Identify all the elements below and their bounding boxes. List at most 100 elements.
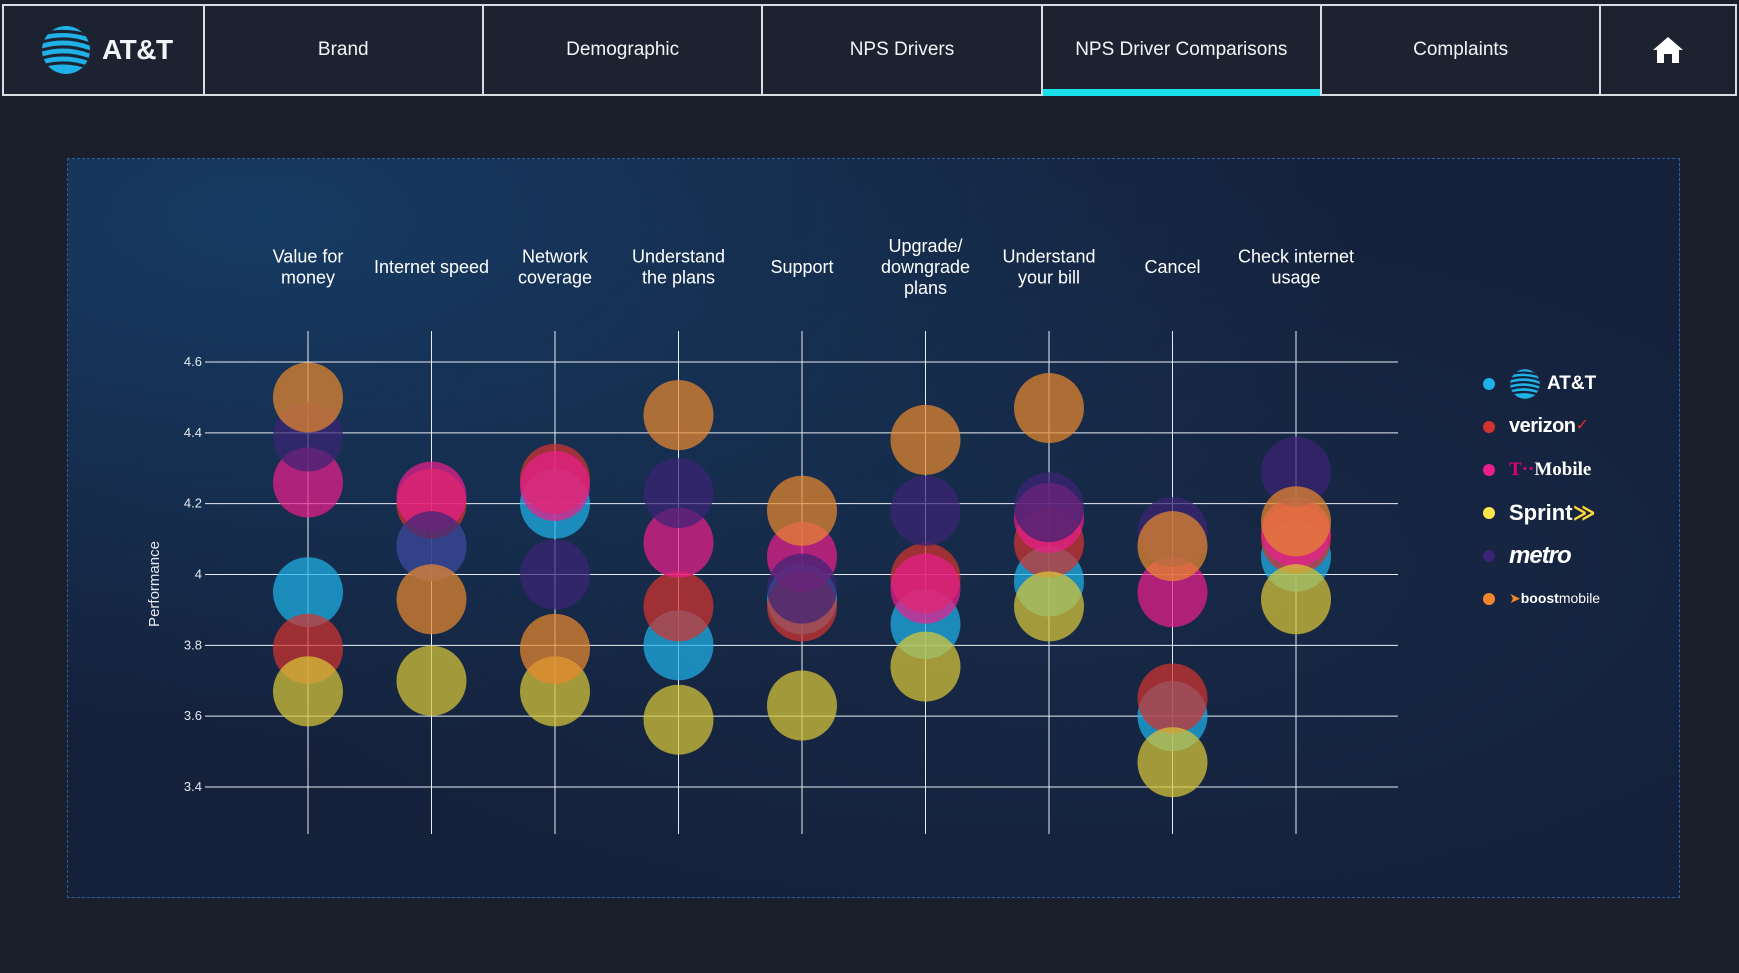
- legend-logo-tmobile: T··Mobile: [1509, 459, 1591, 481]
- legend-dot-att: [1483, 377, 1495, 390]
- bubble-metro: [643, 458, 714, 529]
- legend-label-metro: metro: [1509, 541, 1572, 569]
- att-globe-icon: [1510, 368, 1540, 399]
- y-tick-label: 4.4: [184, 425, 202, 440]
- att-logo: AT&T: [2, 6, 205, 94]
- tab-demographic[interactable]: Demographic: [484, 6, 764, 94]
- y-axis-title: Performance: [146, 541, 163, 627]
- legend: AT&T verizon✓ T··Mobile Sprint≫ metro ➤b…: [1483, 362, 1600, 620]
- y-tick-label: 4.6: [184, 354, 202, 369]
- legend-label-boost: boost: [1520, 590, 1559, 606]
- tab-complaints[interactable]: Complaints: [1322, 6, 1602, 94]
- bubble-verizon: [643, 571, 714, 642]
- legend-item-boost: ➤boostmobile: [1483, 577, 1600, 620]
- bubble-t-mobile: [396, 461, 467, 532]
- category-label: money: [281, 268, 335, 288]
- category-label: Check internet: [1238, 247, 1354, 267]
- tab-label: NPS Drivers: [849, 39, 955, 60]
- bubble-sprint: [1137, 727, 1208, 798]
- tab-nps-driver-comparisons[interactable]: NPS Driver Comparisons: [1042, 6, 1322, 96]
- bubble-sprint: [1261, 564, 1331, 635]
- category-label: usage: [1271, 268, 1320, 288]
- legend-item-verizon: verizon✓: [1483, 405, 1600, 448]
- legend-item-metro: metro: [1483, 534, 1600, 577]
- legend-label-boost-mobile: mobile: [1558, 590, 1601, 606]
- tmobile-dots: ··: [1521, 458, 1535, 480]
- logo-text: AT&T: [102, 34, 173, 65]
- legend-label-att: AT&T: [1547, 372, 1597, 394]
- bubble-sprint: [1014, 571, 1084, 642]
- legend-dot-metro: [1483, 549, 1495, 562]
- bubble-sprint: [273, 656, 343, 727]
- bubble-boost-mobile: [1261, 486, 1331, 557]
- legend-logo-verizon: verizon✓: [1509, 415, 1589, 438]
- legend-item-sprint: Sprint≫: [1483, 491, 1600, 534]
- verizon-check-icon: ✓: [1575, 417, 1589, 434]
- bubble-boost-mobile: [396, 564, 467, 635]
- tab-brand[interactable]: Brand: [205, 6, 484, 94]
- legend-logo-metro: metro: [1509, 541, 1572, 570]
- legend-logo-boost: ➤boostmobile: [1509, 590, 1600, 607]
- bubble-boost-mobile: [890, 404, 961, 475]
- bubble-sprint: [396, 645, 467, 716]
- bubble-boost-mobile: [520, 613, 590, 684]
- category-label: the plans: [642, 268, 715, 288]
- bubble-boost-mobile: [1137, 511, 1208, 582]
- tab-label: Complaints: [1413, 39, 1509, 60]
- y-tick-label: 3.4: [184, 779, 202, 794]
- category-label: Cancel: [1144, 257, 1200, 277]
- bubble-sprint: [890, 631, 961, 702]
- legend-label-verizon: verizon: [1509, 415, 1576, 437]
- bubble-t-mobile: [520, 450, 590, 521]
- bubble-at-t: [273, 557, 343, 628]
- category-label: Understand: [632, 247, 725, 267]
- y-tick-label: 4: [195, 567, 202, 582]
- tab-label: Brand: [317, 39, 369, 60]
- bubble-t-mobile: [890, 553, 961, 624]
- sprint-wing-icon: ≫: [1572, 499, 1596, 525]
- category-label: Internet speed: [374, 257, 489, 277]
- bubble-metro: [1261, 436, 1331, 507]
- boost-arrow-icon: ➤: [1509, 590, 1521, 606]
- legend-label-sprint: Sprint: [1509, 499, 1573, 525]
- category-label: downgrade: [881, 257, 970, 277]
- bubble-metro: [396, 511, 467, 582]
- bubble-boost-mobile: [643, 380, 714, 451]
- y-tick-label: 3.8: [184, 637, 202, 652]
- bubble-metro: [890, 475, 961, 546]
- bubble-t-mobile: [643, 507, 714, 578]
- tab-label: NPS Driver Comparisons: [1075, 39, 1288, 60]
- y-tick-label: 3.6: [184, 708, 202, 723]
- legend-dot-tmobile: [1483, 463, 1495, 476]
- home-button[interactable]: [1601, 6, 1738, 94]
- category-label: Value for: [273, 247, 344, 267]
- y-tick-label: 4.2: [184, 496, 202, 511]
- bubble-boost-mobile: [767, 475, 837, 546]
- home-icon: [1653, 37, 1684, 63]
- tmobile-t-icon: T: [1509, 458, 1522, 480]
- bubble-verizon: [1137, 663, 1208, 734]
- legend-dot-sprint: [1483, 506, 1495, 519]
- bubble-metro: [520, 539, 590, 610]
- bubble-metro: [1014, 472, 1084, 543]
- legend-item-tmobile: T··Mobile: [1483, 448, 1600, 491]
- tab-nps-drivers[interactable]: NPS Drivers: [763, 6, 1043, 94]
- bubble-boost-mobile: [1014, 373, 1084, 444]
- legend-logo-att: AT&T: [1509, 368, 1596, 400]
- att-globe-icon: [42, 26, 90, 74]
- top-nav: AT&T Brand Demographic NPS Drivers NPS D…: [2, 4, 1738, 96]
- bubble-metro: [767, 553, 837, 624]
- legend-label-tmobile: Mobile: [1534, 458, 1592, 480]
- bubble-sprint: [643, 684, 714, 755]
- category-label: coverage: [518, 268, 592, 288]
- tab-label: Demographic: [566, 39, 680, 60]
- category-label: your bill: [1018, 268, 1080, 288]
- bubble-sprint: [767, 670, 837, 741]
- category-label: plans: [904, 278, 947, 298]
- bubble-boost-mobile: [273, 362, 343, 433]
- category-label: Network: [522, 247, 589, 267]
- chart-panel: Value for money Internet speed Network cover…: [67, 158, 1680, 898]
- category-label: Support: [770, 257, 833, 277]
- legend-dot-boost: [1483, 592, 1495, 605]
